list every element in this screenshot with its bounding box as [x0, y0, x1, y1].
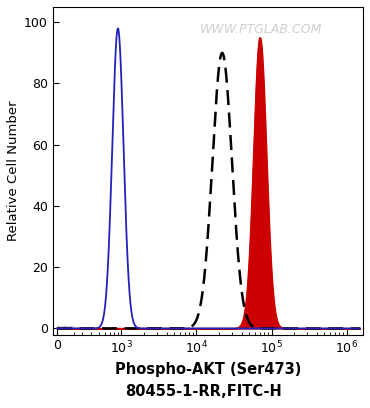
Text: 80455-1-RR,FITC-H: 80455-1-RR,FITC-H: [125, 384, 282, 399]
Text: WWW.PTGLAB.COM: WWW.PTGLAB.COM: [199, 23, 322, 36]
Y-axis label: Relative Cell Number: Relative Cell Number: [7, 100, 20, 241]
X-axis label: Phospho-AKT (Ser473): Phospho-AKT (Ser473): [115, 361, 301, 377]
